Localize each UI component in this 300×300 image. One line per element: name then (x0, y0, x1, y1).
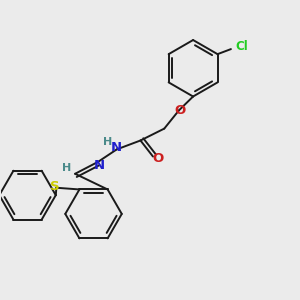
Text: Cl: Cl (236, 40, 248, 52)
Text: H: H (61, 164, 71, 173)
Text: H: H (103, 137, 112, 147)
Text: O: O (175, 104, 186, 117)
Text: O: O (153, 152, 164, 165)
Text: N: N (110, 140, 122, 154)
Text: N: N (93, 159, 104, 172)
Text: S: S (50, 180, 60, 194)
